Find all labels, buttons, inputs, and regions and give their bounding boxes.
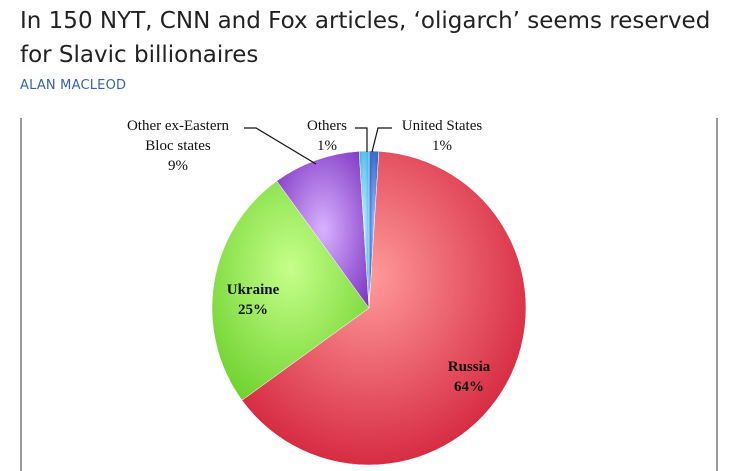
label-russia: Russia (448, 359, 491, 375)
label-other-ex-eastern-bloc-value: 9% (168, 158, 188, 174)
leader-line-other-ex-eastern-bloc (244, 127, 317, 165)
figure-border-left (20, 118, 22, 471)
leader-line-united-states (371, 127, 392, 153)
pie-slice-ukraine (211, 180, 370, 401)
author-byline[interactable]: ALAN MACLEOD (20, 78, 127, 93)
label-ukraine-value: 25% (238, 302, 268, 318)
pie-slice-russia (241, 151, 527, 466)
pie-slice-others (358, 150, 370, 309)
label-united-states-value: 1% (432, 138, 452, 154)
label-others: Others (307, 118, 347, 134)
figure-border-right (716, 118, 718, 471)
article-headline: In 150 NYT, CNN and Fox articles, ‘oliga… (20, 8, 711, 68)
leader-line-others (355, 127, 368, 152)
label-other-ex-eastern-bloc-line2: Bloc states (145, 138, 211, 154)
label-united-states: United States (402, 118, 483, 134)
label-others-value: 1% (317, 138, 337, 154)
pie-slice-other-ex-eastern-bloc (276, 151, 370, 309)
label-ukraine: Ukraine (227, 282, 280, 298)
label-russia-value: 64% (454, 379, 484, 395)
label-other-ex-eastern-bloc-line1: Other ex-Eastern (127, 118, 230, 134)
